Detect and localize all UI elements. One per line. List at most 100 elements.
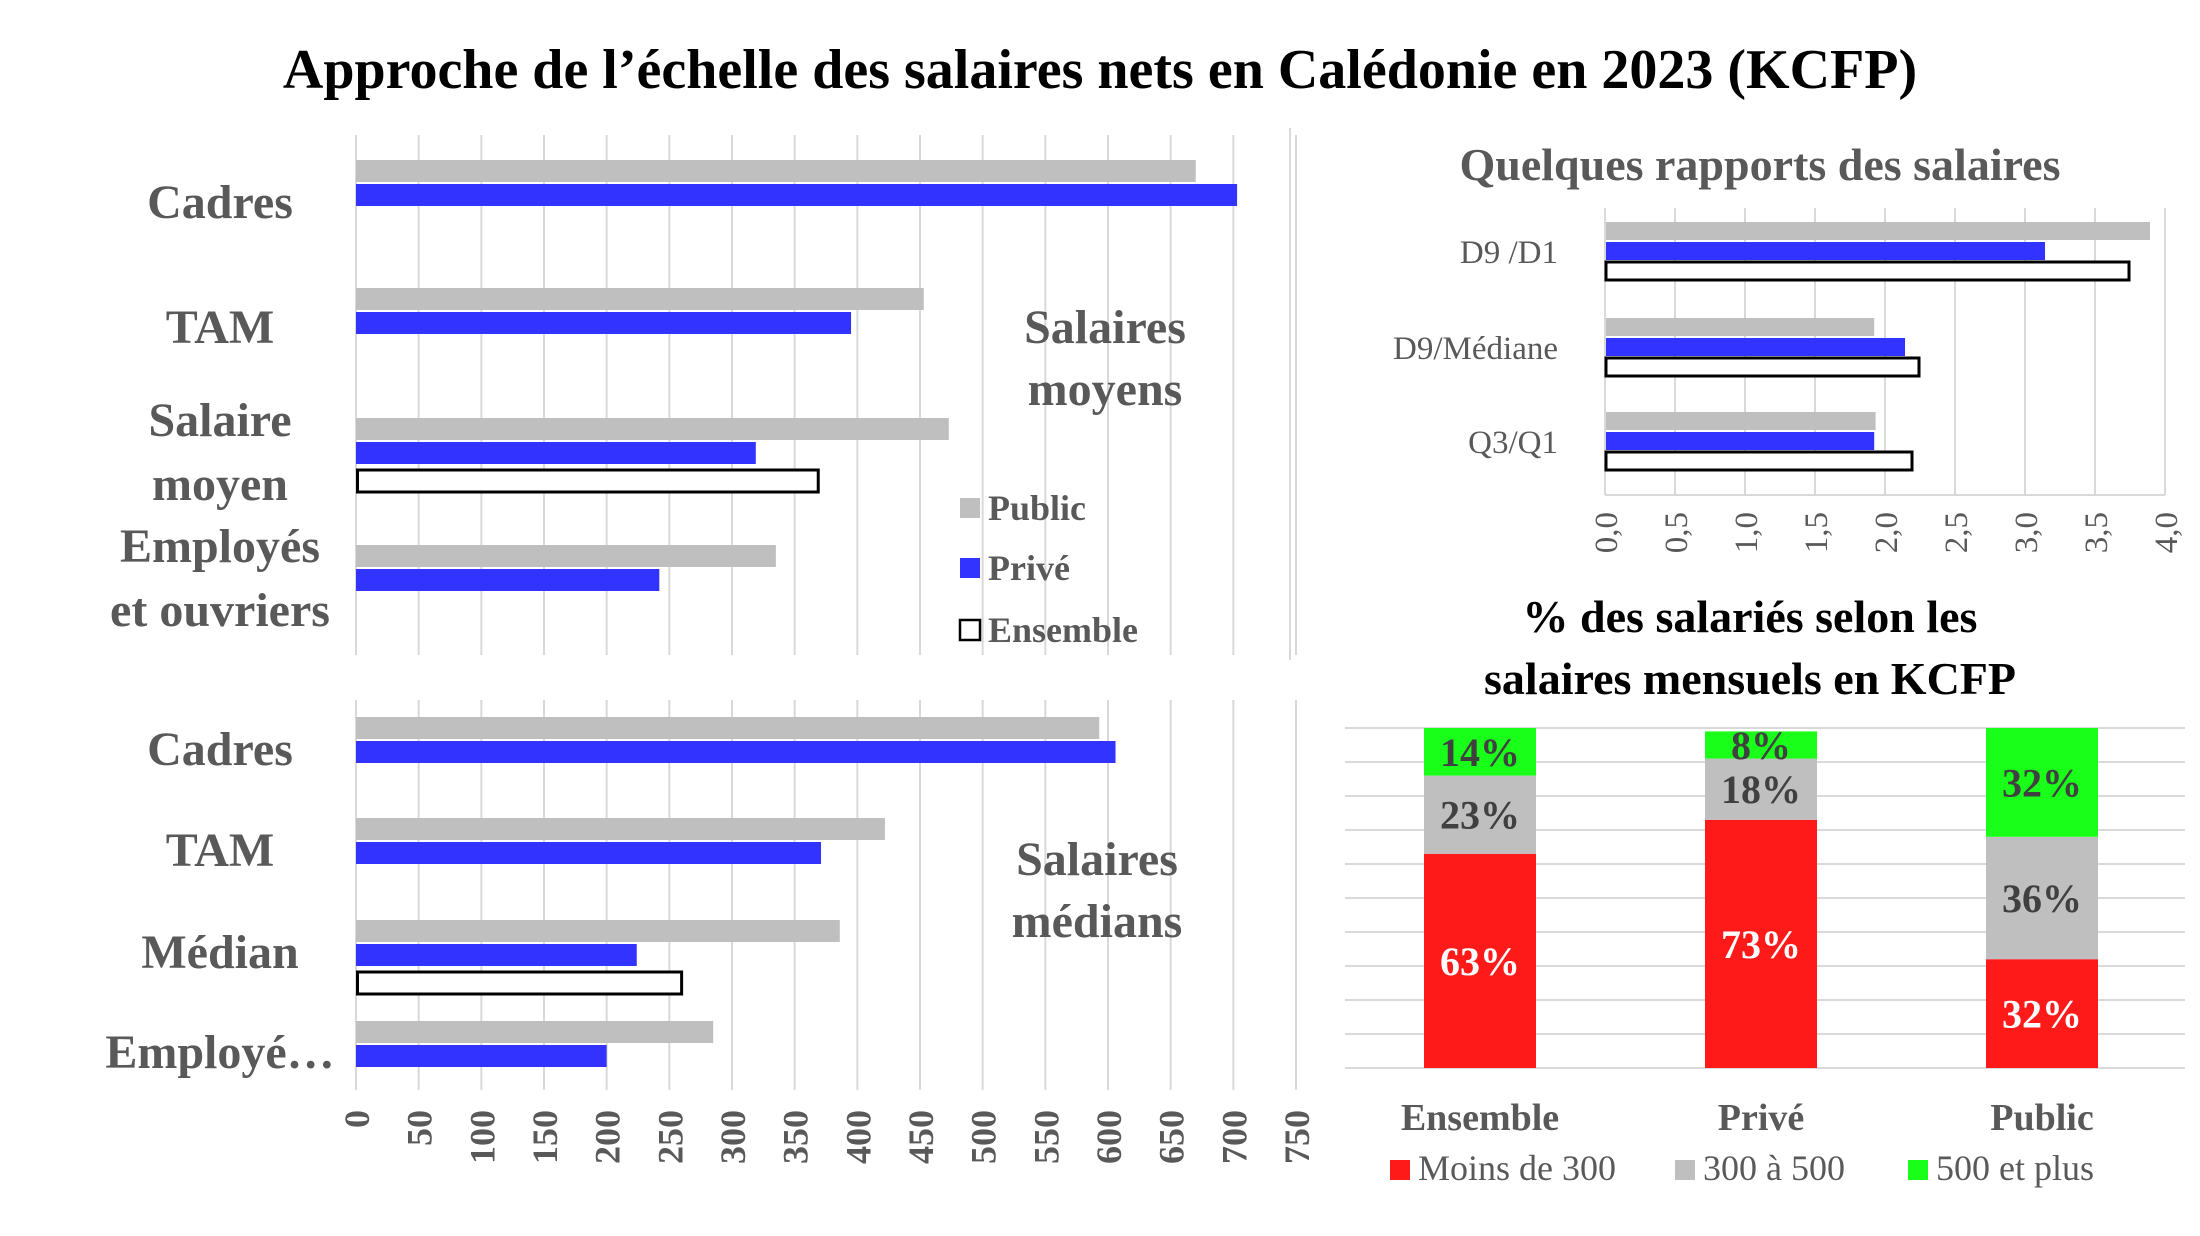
ratio-bar-prive-d9-d1: [1606, 242, 2045, 260]
ratio-x-tick-label: 3,5: [2079, 512, 2115, 553]
salary-ratios-chart: Quelques rapports des salaires D9 /D1 D9/M…: [1393, 139, 2185, 553]
x-tick-label: 650: [1152, 1110, 1192, 1164]
bar-public-cadres: [356, 160, 1196, 182]
bar-public-cadres: [356, 717, 1100, 739]
category-label: Salaire: [148, 394, 291, 447]
legend-label: Privé: [988, 548, 1070, 588]
x-tick-label: 350: [776, 1110, 816, 1164]
legend-swatch-prive: [960, 558, 980, 578]
ratio-x-tick-label: 2,5: [1939, 512, 1975, 553]
stack-segment-ensemble-500-et-plus: [1424, 728, 1536, 776]
stack-segment-prive-moins-de-300: [1705, 819, 1817, 1068]
panel-annotation: Salaires: [1016, 833, 1178, 886]
x-tick-label: 50: [400, 1110, 440, 1146]
category-label: Cadres: [147, 723, 293, 776]
legend-label: 500 et plus: [1936, 1148, 2094, 1188]
bar-prive-employes-et-ouvriers: [356, 569, 660, 591]
category-label: Médian: [141, 926, 298, 979]
stack-value-label: 18%: [1721, 767, 1801, 812]
ratio-category-label: D9 /D1: [1460, 235, 1558, 271]
panel-annotation: Salaires: [1024, 301, 1186, 354]
x-tick-label: 750: [1277, 1110, 1317, 1164]
stack-value-label: 23%: [1440, 793, 1520, 838]
ratio-x-tick-label: 2,0: [1869, 512, 1905, 553]
stack-segment-ensemble-300-a-500: [1424, 775, 1536, 854]
ratio-category-label: D9/Médiane: [1393, 331, 1558, 367]
ratio-bar-public-q3-q1: [1606, 412, 1876, 430]
stack-segment-prive-300-a-500: [1705, 758, 1817, 820]
bar-public-tam: [356, 818, 885, 840]
legend-swatch-500-et-plus: [1908, 1160, 1928, 1180]
distribution-category-label: Ensemble: [1401, 1097, 1559, 1139]
bar-ensemble-salaire-moyen: [356, 468, 820, 494]
bar-prive-cadres: [356, 741, 1116, 763]
category-label: et ouvriers: [110, 584, 330, 637]
ratio-x-tick-label: 0,0: [1589, 512, 1625, 553]
ratio-x-tick-label: 3,0: [2009, 512, 2045, 553]
stack-value-label: 32%: [2002, 992, 2082, 1037]
bar-prive-median: [356, 944, 637, 966]
x-tick-label: 450: [901, 1110, 941, 1164]
bar-prive-tam: [356, 842, 821, 864]
bar-public-median: [356, 920, 840, 942]
bar-public-salaire-moyen: [356, 418, 949, 440]
x-tick-label: 400: [838, 1110, 878, 1164]
category-label: TAM: [166, 824, 274, 877]
ratio-bar-public-d9-mediane: [1606, 318, 1875, 336]
ratio-x-tick-label: 4,0: [2149, 512, 2185, 553]
legend-swatch-ensemble: [958, 618, 982, 642]
x-tick-label: 200: [588, 1110, 628, 1164]
bar-prive-salaire-moyen: [356, 442, 756, 464]
legend-label: Moins de 300: [1418, 1148, 1616, 1188]
ratio-x-tick-label: 0,5: [1659, 512, 1695, 553]
stack-value-label: 73%: [1721, 922, 1801, 967]
ratio-bar-ensemble-d9-d1: [1604, 260, 2131, 282]
category-label: Cadres: [147, 176, 293, 229]
ratio-bar-prive-q3-q1: [1606, 432, 1875, 450]
x-tick-label: 500: [964, 1110, 1004, 1164]
ratio-bar-public-d9-d1: [1606, 222, 2150, 240]
stack-segment-public-300-a-500: [1986, 836, 2098, 960]
ratios-title: Quelques rapports des salaires: [1459, 139, 2060, 190]
ratio-category-label: Q3/Q1: [1468, 425, 1558, 461]
x-tick-label: 600: [1089, 1110, 1129, 1164]
legend-swatch-public: [960, 498, 980, 518]
ratio-bar-ensemble-d9-mediane: [1604, 356, 1921, 378]
x-tick-label: 550: [1026, 1110, 1066, 1164]
x-tick-label: 700: [1214, 1110, 1254, 1164]
salary-distribution-chart: % des salariés selon les salaires mensuel…: [1345, 591, 2185, 1188]
category-label: Employés: [120, 520, 320, 573]
stack-segment-public-moins-de-300: [1986, 959, 2098, 1068]
distribution-title: salaires mensuels en KCFP: [1484, 653, 2016, 704]
distribution-category-label: Public: [1990, 1097, 2093, 1139]
legend-swatch-300-a-500: [1675, 1160, 1695, 1180]
panel-annotation: moyens: [1028, 363, 1183, 416]
x-tick-label: 300: [713, 1110, 753, 1164]
main-title: Approche de l’échelle des salaires nets …: [283, 39, 1917, 101]
stack-value-label: 32%: [2002, 760, 2082, 805]
bar-prive-cadres: [356, 184, 1238, 206]
stack-value-label: 63%: [1440, 939, 1520, 984]
distribution-title: % des salariés selon les: [1523, 591, 1978, 642]
category-label: Employé…: [105, 1026, 334, 1079]
x-tick-label: 250: [650, 1110, 690, 1164]
category-label: moyen: [152, 458, 288, 511]
panel-annotation: médians: [1012, 895, 1183, 948]
ratio-bar-ensemble-q3-q1: [1604, 450, 1914, 472]
bar-ensemble-median: [356, 970, 684, 996]
legend-label: 300 à 500: [1703, 1148, 1845, 1188]
x-tick-label: 150: [525, 1110, 565, 1164]
stack-value-label: 8%: [1731, 723, 1791, 768]
ratio-x-tick-label: 1,5: [1799, 512, 1835, 553]
bar-public-employes-et-ouvriers: [356, 545, 776, 567]
stack-segment-ensemble-moins-de-300: [1424, 853, 1536, 1068]
bar-prive-employe: [356, 1045, 607, 1067]
stack-value-label: 36%: [2002, 876, 2082, 921]
distribution-category-label: Privé: [1718, 1097, 1805, 1139]
ratio-bar-prive-d9-mediane: [1606, 338, 1905, 356]
legend-label: Ensemble: [988, 610, 1138, 650]
bar-public-tam: [356, 288, 924, 310]
legend-swatch-moins-de-300: [1390, 1160, 1410, 1180]
bar-prive-tam: [356, 312, 852, 334]
x-tick-label: 0: [337, 1110, 377, 1128]
